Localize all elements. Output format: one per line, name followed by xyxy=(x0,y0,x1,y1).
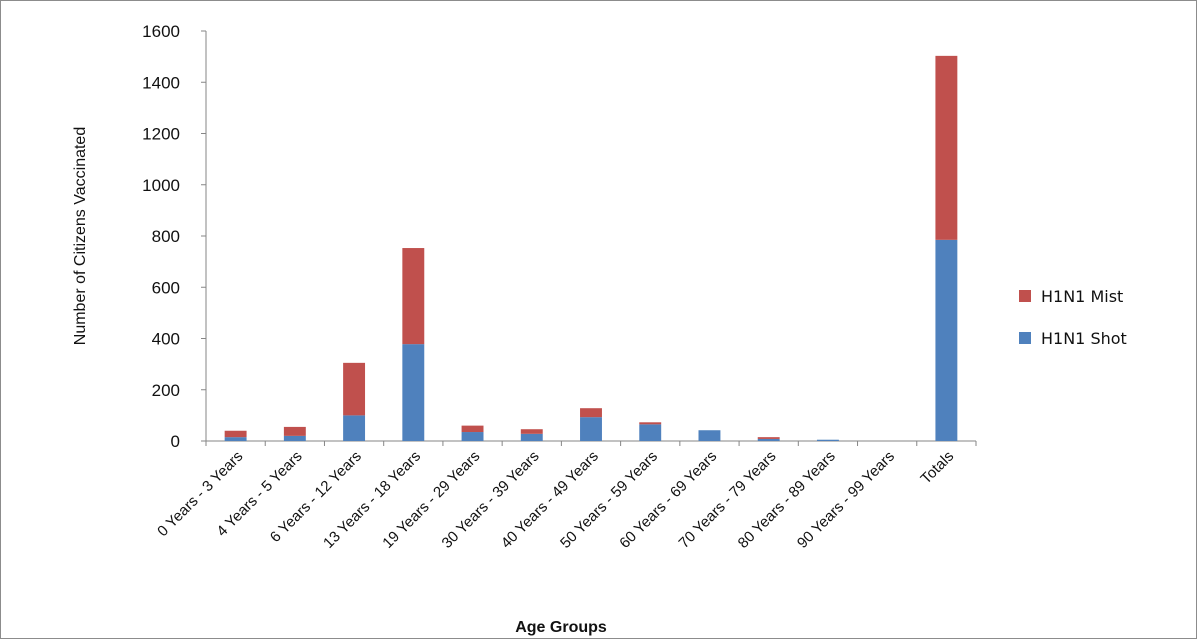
bar-h1n1-mist xyxy=(402,248,425,345)
y-tick-label: 800 xyxy=(152,227,180,246)
bar-h1n1-shot xyxy=(639,424,662,441)
bar-h1n1-shot xyxy=(283,435,306,441)
y-tick-label: 200 xyxy=(152,381,180,400)
y-tick-label: 1400 xyxy=(142,73,180,92)
y-tick-label: 600 xyxy=(152,278,180,297)
bar-h1n1-shot xyxy=(580,417,602,441)
y-tick-labels: 0 200 400 600 800 1000 1200 1400 1600 xyxy=(142,22,180,451)
bar-h1n1-shot xyxy=(461,432,484,441)
x-tick-label: Totals xyxy=(917,448,957,488)
legend-swatch xyxy=(1019,290,1031,302)
bar-h1n1-mist xyxy=(757,437,780,439)
bar-h1n1-shot xyxy=(935,239,958,441)
x-tick-label: 50 Years - 59 Years xyxy=(557,448,661,552)
bar-h1n1-mist xyxy=(520,429,543,434)
bar-h1n1-shot xyxy=(402,344,425,441)
y-axis-label: Number of Citizens Vaccinated xyxy=(72,127,89,345)
legend: H1N1 Mist H1N1 Shot xyxy=(1019,287,1127,348)
bar-h1n1-mist xyxy=(283,426,306,436)
bars xyxy=(224,55,958,441)
x-axis-label: Age Groups xyxy=(515,619,607,636)
x-tick-label: 13 Years - 18 Years xyxy=(320,448,424,552)
bar-h1n1-mist xyxy=(224,430,247,438)
y-tick-label: 400 xyxy=(152,330,180,349)
bar-h1n1-shot xyxy=(224,437,247,441)
x-tick-label: 40 Years - 49 Years xyxy=(498,448,602,552)
bar-h1n1-mist xyxy=(935,55,958,240)
bar-h1n1-shot xyxy=(698,430,721,441)
y-tick-label: 1200 xyxy=(142,125,180,144)
legend-label: H1N1 Shot xyxy=(1041,329,1127,348)
x-tick-label: 70 Years - 79 Years xyxy=(675,448,779,552)
y-tick-label: 1000 xyxy=(142,176,180,195)
x-tick-label: 60 Years - 69 Years xyxy=(616,448,720,552)
x-tick-label: 90 Years - 99 Years xyxy=(794,448,898,552)
axes xyxy=(201,30,977,446)
x-tick-label: 80 Years - 89 Years xyxy=(735,448,839,552)
bar-h1n1-mist xyxy=(580,408,602,418)
x-tick-label: 19 Years - 29 Years xyxy=(379,448,483,552)
y-tick-label: 0 xyxy=(171,432,180,451)
bar-h1n1-mist xyxy=(343,362,366,416)
x-tick-label: 30 Years - 39 Years xyxy=(439,448,543,552)
bar-h1n1-mist xyxy=(639,422,662,425)
legend-label: H1N1 Mist xyxy=(1041,287,1123,306)
legend-swatch xyxy=(1019,332,1031,344)
bar-h1n1-shot xyxy=(757,438,780,441)
bar-h1n1-shot xyxy=(343,415,366,441)
bar-h1n1-shot xyxy=(520,433,543,441)
bar-h1n1-shot xyxy=(816,439,839,441)
y-tick-label: 1600 xyxy=(142,22,180,41)
bar-h1n1-mist xyxy=(461,425,484,433)
